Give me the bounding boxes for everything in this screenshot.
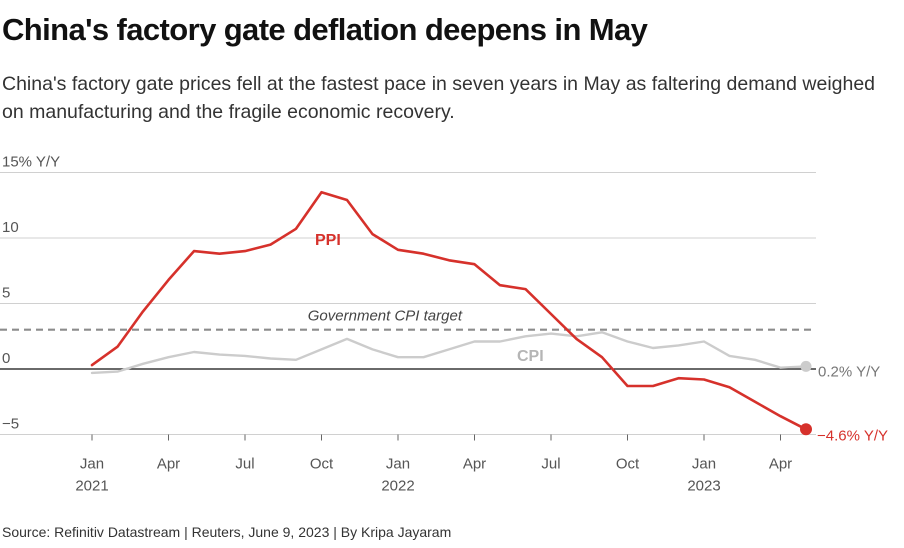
cpi-series-label: CPI <box>517 348 544 365</box>
series-lines <box>90 190 812 436</box>
y-tick-label: 10 <box>2 219 19 236</box>
x-tick-label: Jan <box>692 456 716 473</box>
x-tick-label: Jul <box>541 456 560 473</box>
x-tick-label: Oct <box>310 456 334 473</box>
x-tick-label: Jan <box>80 456 104 473</box>
x-tick-label: Jul <box>235 456 254 473</box>
cpi-end-value-label: 0.2% Y/Y <box>818 363 880 380</box>
x-tick-label: Apr <box>157 456 180 473</box>
y-tick-label: 15% Y/Y <box>2 154 60 171</box>
x-tick-label: Oct <box>616 456 640 473</box>
ppi-end-marker <box>800 423 812 436</box>
y-tick-label: −5 <box>2 416 19 433</box>
y-tick-label: 0 <box>2 350 10 367</box>
chart-title: China's factory gate deflation deepens i… <box>2 12 648 47</box>
ppi-line <box>90 190 808 431</box>
x-year-label: 2023 <box>687 478 720 495</box>
x-tick-label: Apr <box>463 456 486 473</box>
x-axis-ticks: Jan 2021 Apr Jul Oct Jan 2022 Apr Jul Oct Jan 2023 A… <box>75 434 792 495</box>
cpi-end-marker <box>800 360 812 372</box>
x-year-label: 2022 <box>381 478 414 495</box>
source-note: Source: Refinitiv Datastream | Reuters, … <box>2 524 452 540</box>
x-year-label: 2021 <box>75 478 108 495</box>
ppi-end-value-label: −4.6% Y/Y <box>817 427 888 444</box>
x-tick-label: Jan <box>386 456 410 473</box>
x-tick-label: Apr <box>769 456 792 473</box>
series-labels: PPI CPI −4.6% Y/Y 0.2% Y/Y <box>315 232 888 444</box>
ppi-series-label: PPI <box>315 232 341 249</box>
cpi-target-group: Government CPI target <box>0 308 816 331</box>
chart-subtitle: China's factory gate prices fell at the … <box>2 73 876 123</box>
y-axis-ticks: −5 0 5 10 15% Y/Y <box>2 154 60 433</box>
gridlines <box>0 172 816 435</box>
y-tick-label: 5 <box>2 285 10 302</box>
cpi-target-label: Government CPI target <box>308 308 463 325</box>
cpi-line <box>90 331 808 375</box>
